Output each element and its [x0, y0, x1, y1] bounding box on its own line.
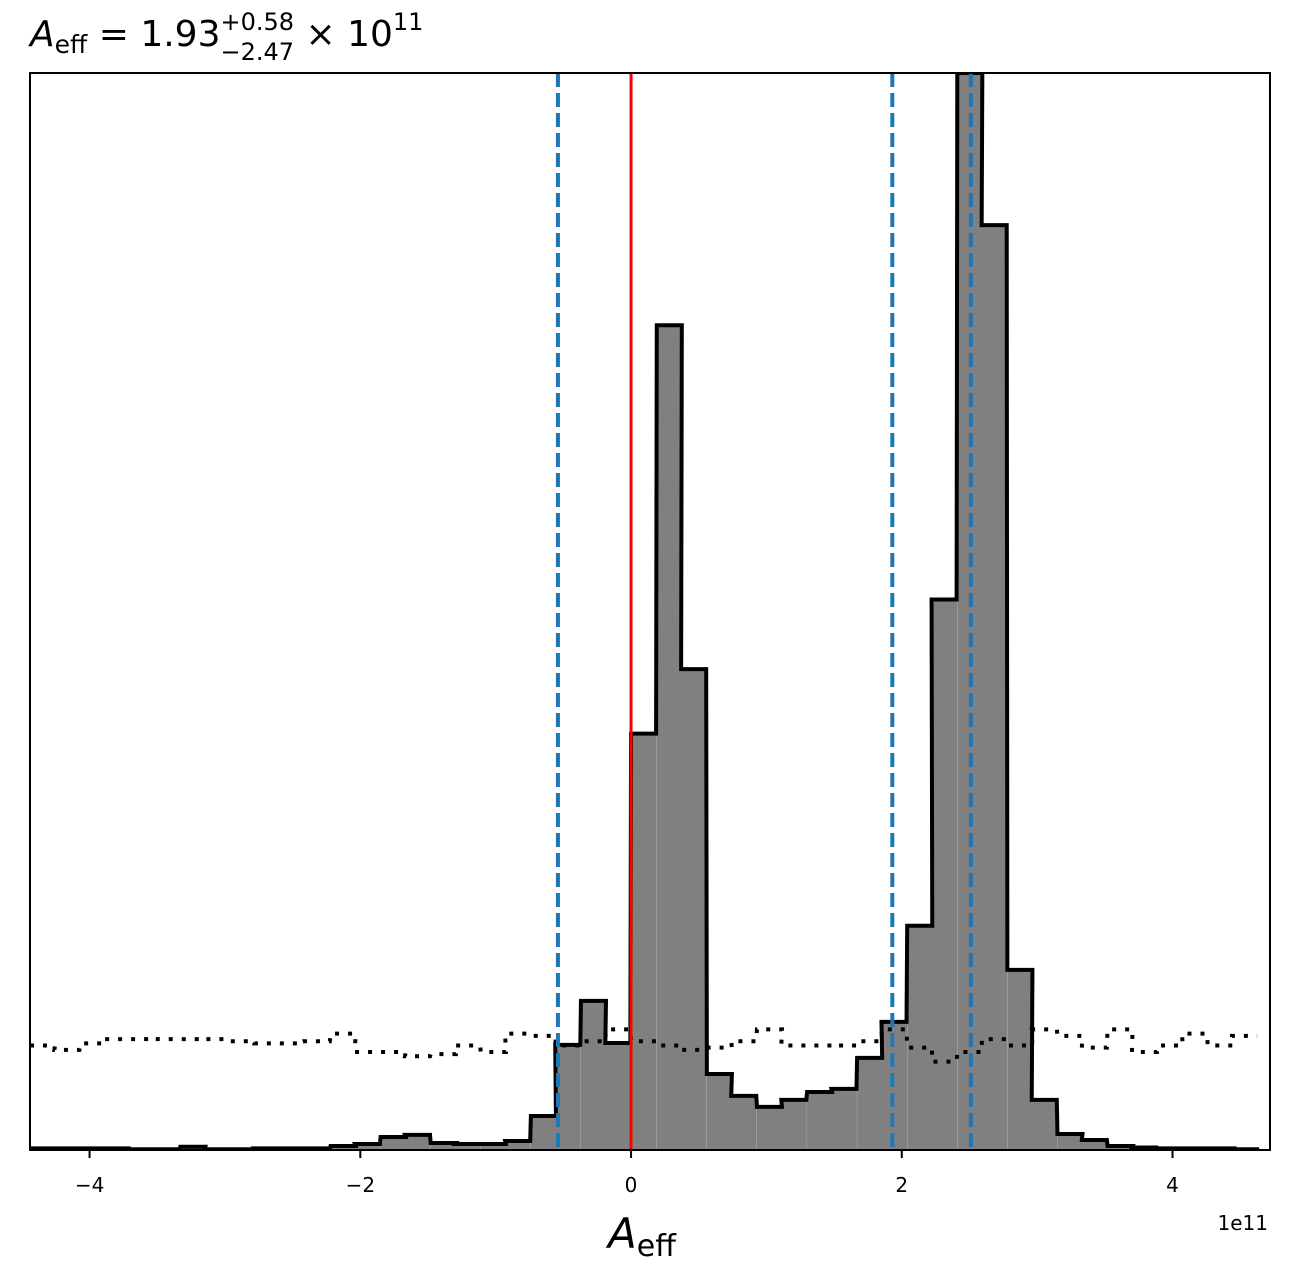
- chart-title: Aeff = 1.93+0.58 −2.47 × 1011: [28, 8, 423, 66]
- posterior-bar-24: [631, 733, 657, 1150]
- posterior-bar-13: [354, 1143, 381, 1150]
- x-tick-label: −4: [75, 1173, 104, 1197]
- x-axis-label: Aeff: [605, 1209, 677, 1264]
- posterior-bar-41: [1057, 1133, 1084, 1150]
- posterior-bar-35: [907, 925, 933, 1150]
- title-subscript: eff: [55, 30, 88, 59]
- title-lower-error: −2.47: [220, 38, 294, 66]
- x-tick-label: 0: [625, 1173, 638, 1197]
- posterior-bar-23: [605, 1042, 631, 1150]
- title-times: × 10: [294, 14, 393, 55]
- posterior-bar-19: [505, 1140, 531, 1150]
- posterior-bar-38: [981, 225, 1008, 1150]
- posterior-bar-28: [731, 1095, 757, 1150]
- posterior-bar-30: [781, 1099, 807, 1150]
- posterior-bar-32: [831, 1088, 857, 1150]
- posterior-bar-39: [1007, 969, 1033, 1150]
- prior-histogram-outline: [30, 1027, 1258, 1064]
- vertical-lines: [555, 73, 973, 1150]
- posterior-bar-14: [380, 1136, 407, 1150]
- x-tick-label: −2: [346, 1173, 375, 1197]
- posterior-bar-29: [756, 1106, 783, 1150]
- title-upper-error: +0.58: [220, 8, 294, 36]
- posterior-bar-27: [706, 1073, 733, 1150]
- title-value: 1.93: [140, 14, 220, 55]
- xlabel-subscript: eff: [637, 1229, 677, 1264]
- posterior-bar-18: [480, 1143, 507, 1150]
- posterior-bar-16: [430, 1142, 457, 1150]
- posterior-bar-40: [1031, 1099, 1058, 1150]
- posterior-bar-17: [455, 1143, 481, 1150]
- posterior-bar-22: [580, 1000, 607, 1150]
- posterior-bar-37: [957, 73, 983, 1150]
- x-offset-label: 1e11: [1218, 1211, 1268, 1235]
- title-equals: =: [87, 14, 140, 55]
- posterior-bar-33: [857, 1057, 883, 1150]
- x-axis-ticks: −4 −2 0 2 4: [75, 1150, 1179, 1197]
- x-tick-label: 2: [895, 1173, 908, 1197]
- title-exponent: 11: [393, 8, 424, 36]
- title-symbol: A: [28, 14, 55, 55]
- x-tick-label: 4: [1166, 1173, 1179, 1197]
- posterior-bar-20: [530, 1115, 557, 1150]
- plot-area: [30, 73, 1260, 1150]
- posterior-bar-25: [656, 325, 683, 1150]
- xlabel-symbol: A: [605, 1209, 637, 1258]
- posterior-bar-36: [931, 599, 958, 1150]
- posterior-bar-15: [404, 1134, 431, 1150]
- posterior-bar-42: [1081, 1139, 1108, 1150]
- posterior-bar-31: [807, 1091, 833, 1150]
- posterior-histogram: [30, 73, 1258, 1150]
- plot-frame: [29, 72, 1271, 1151]
- posterior-bar-26: [681, 669, 707, 1150]
